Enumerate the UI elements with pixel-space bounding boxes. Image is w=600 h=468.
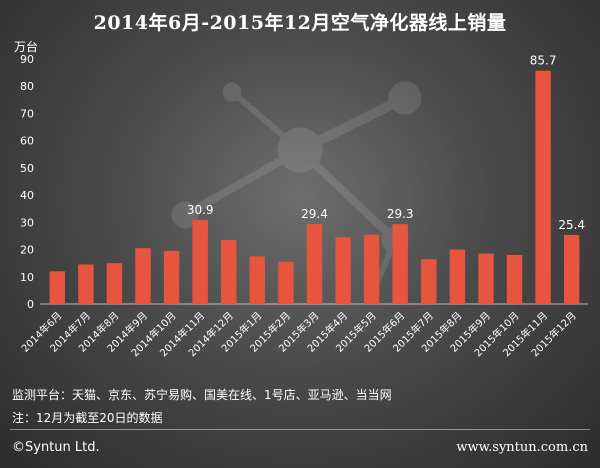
y-axis: 0 10 20 30 40 50 60 70 80 90 <box>20 53 34 311</box>
bar <box>392 224 408 304</box>
bar <box>421 259 437 304</box>
background-molecule-decoration <box>171 81 422 302</box>
y-tick-label: 70 <box>20 107 34 120</box>
bar <box>335 237 351 304</box>
y-tick-label: 50 <box>20 162 34 175</box>
bar <box>478 253 494 304</box>
footer-divider <box>10 429 590 430</box>
bar-value-label: 30.9 <box>187 203 214 217</box>
x-axis-category-labels: 2014年6月2014年7月2014年8月2014年9月2014年10月2014… <box>19 309 579 359</box>
footer-website-url: www.syntun.com.cn <box>456 440 588 455</box>
bar <box>278 261 294 304</box>
bar <box>49 271 65 304</box>
bar-series <box>49 70 580 304</box>
y-tick-label: 30 <box>20 216 34 229</box>
bar <box>535 70 551 304</box>
y-tick-label: 90 <box>20 53 34 66</box>
y-axis-unit-label: 万台 <box>14 40 39 54</box>
data-labels: 30.9 29.4 29.3 85.7 25.4 <box>187 54 585 232</box>
chart-title: 2014年6月-2015年12月空气净化器线上销量 <box>93 12 507 34</box>
y-tick-label: 0 <box>27 298 34 311</box>
bar <box>163 250 180 304</box>
y-tick-label: 60 <box>20 135 34 148</box>
bar <box>106 263 123 304</box>
data-cutoff-note: 注：12月为截至20日的数据 <box>12 411 163 425</box>
y-tick-label: 10 <box>20 271 34 284</box>
bar-value-label: 25.4 <box>558 218 585 232</box>
y-tick-label: 40 <box>20 189 34 202</box>
bar <box>306 224 323 304</box>
bar <box>564 234 580 304</box>
bar <box>363 234 380 304</box>
bar-value-label: 85.7 <box>530 54 557 68</box>
bar-value-label: 29.4 <box>301 207 328 221</box>
bar <box>78 264 94 304</box>
bar <box>249 256 265 304</box>
footer-copyright: ©Syntun Ltd. <box>12 440 100 455</box>
bar <box>135 248 151 304</box>
y-tick-label: 20 <box>20 244 34 257</box>
bar-value-label: 29.3 <box>387 207 414 221</box>
bar <box>449 249 466 304</box>
bar <box>221 240 237 304</box>
y-tick-label: 80 <box>20 80 34 93</box>
monitoring-platforms-note: 监测平台：天猫、京东、苏宁易购、国美在线、1号店、亚马逊、当当网 <box>12 388 392 402</box>
bar <box>192 219 208 304</box>
bar <box>506 255 523 304</box>
